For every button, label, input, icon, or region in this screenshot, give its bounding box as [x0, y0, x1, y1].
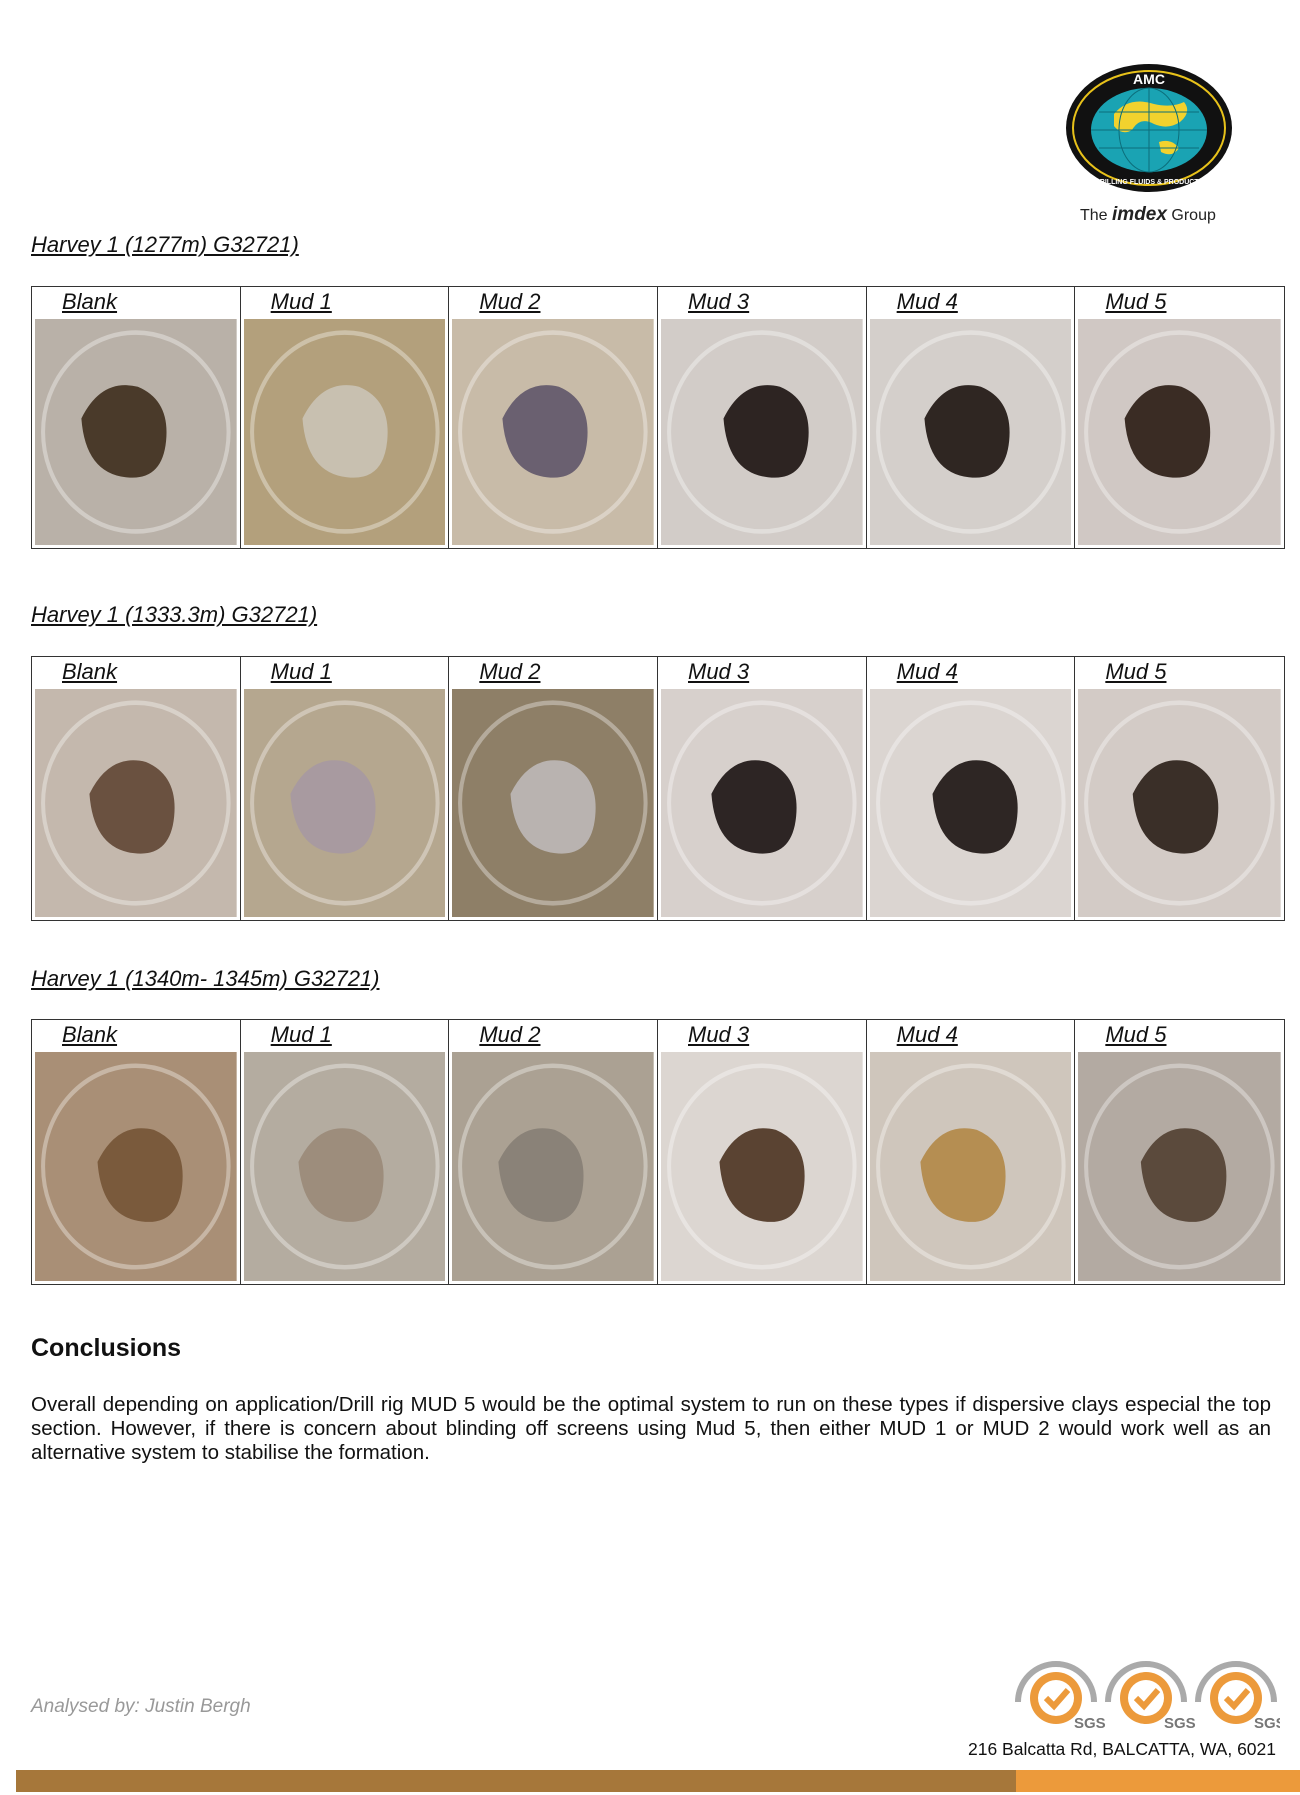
sample-photo	[1078, 1052, 1281, 1281]
sample-photo	[661, 1052, 863, 1281]
sample-label: Mud 2	[479, 1022, 541, 1047]
sample-photo	[243, 1052, 446, 1281]
sample-label: Mud 5	[1105, 1022, 1167, 1047]
sample-photo	[452, 1052, 654, 1281]
svg-text:SGS: SGS	[1164, 1715, 1196, 1732]
section-title-3: Harvey 1 (1340m- 1345m) G32721)	[31, 966, 380, 991]
sample-photo	[452, 319, 654, 545]
sample-label: Blank	[62, 1022, 118, 1047]
sample-cell: Blank	[32, 287, 241, 548]
imdex-group-tagline: The imdex Group	[1080, 204, 1216, 225]
sample-cell: Mud 2	[449, 1020, 658, 1284]
sample-cell: Mud 3	[658, 657, 867, 920]
sample-photo	[869, 689, 1072, 917]
sample-cell: Mud 4	[867, 1020, 1076, 1284]
sample-cell: Mud 1	[241, 1020, 450, 1284]
amc-logo: AMC DRILLING FLUIDS & PRODUCTS	[1064, 62, 1234, 202]
sample-cell: Mud 5	[1075, 657, 1284, 920]
sample-label: Mud 3	[688, 1022, 750, 1047]
sample-label: Mud 4	[896, 1022, 958, 1047]
sample-table-2: Blank Mud 1 Mud 2 Mud 3 Mud 4 Mud 5	[31, 656, 1285, 921]
sample-photo	[243, 319, 446, 545]
sample-label: Mud 2	[479, 659, 541, 684]
sample-photo	[35, 689, 237, 917]
address: 216 Balcatta Rd, BALCATTA, WA, 6021	[968, 1739, 1277, 1759]
sample-label: Mud 1	[270, 659, 332, 684]
sample-cell: Mud 1	[241, 657, 450, 920]
sample-label: Mud 2	[479, 289, 541, 314]
footer-bar	[16, 1770, 1016, 1792]
sample-label: Mud 3	[688, 659, 750, 684]
svg-text:SGS: SGS	[1254, 1715, 1280, 1732]
sample-label: Mud 4	[896, 659, 958, 684]
footer-bar-accent	[1016, 1770, 1300, 1792]
logo-ring-text: DRILLING FLUIDS & PRODUCTS	[1095, 179, 1204, 186]
sample-label: Mud 1	[270, 289, 332, 314]
sample-photo	[35, 1052, 237, 1281]
sample-label: Mud 5	[1105, 289, 1167, 314]
logo-text: AMC	[1133, 71, 1165, 87]
sample-cell: Mud 3	[658, 287, 867, 548]
sample-label: Mud 3	[688, 289, 750, 314]
conclusions-heading: Conclusions	[31, 1334, 182, 1362]
sample-label: Mud 1	[270, 1022, 332, 1047]
sample-table-1: Blank Mud 1 Mud 2 Mud 3 Mud 4 Mud 5	[31, 286, 1285, 549]
sample-cell: Mud 5	[1075, 1020, 1284, 1284]
sample-label: Blank	[62, 659, 118, 684]
section-title-2: Harvey 1 (1333.3m) G32721)	[31, 602, 318, 627]
sgs-certification-badges: SGS SGS SGS	[1010, 1642, 1286, 1732]
sample-label: Mud 4	[896, 289, 958, 314]
sample-cell: Blank	[32, 657, 241, 920]
svg-text:SGS: SGS	[1074, 1715, 1106, 1732]
sample-label: Mud 5	[1105, 659, 1167, 684]
sample-cell: Mud 4	[867, 657, 1076, 920]
sample-cell: Blank	[32, 1020, 241, 1284]
sample-cell: Mud 2	[449, 287, 658, 548]
sample-cell: Mud 4	[867, 287, 1076, 548]
sample-photo	[869, 319, 1072, 545]
sample-cell: Mud 2	[449, 657, 658, 920]
sample-photo	[661, 319, 863, 545]
sample-label: Blank	[62, 289, 118, 314]
sample-cell: Mud 5	[1075, 287, 1284, 548]
analysed-by: Analysed by: Justin Bergh	[31, 1696, 251, 1717]
sample-photo	[1078, 689, 1281, 917]
sample-photo	[35, 319, 237, 545]
sample-photo	[869, 1052, 1072, 1281]
section-title-1: Harvey 1 (1277m) G32721)	[31, 232, 299, 257]
sample-photo	[1078, 319, 1281, 545]
sample-cell: Mud 1	[241, 287, 450, 548]
sample-photo	[661, 689, 863, 917]
sample-table-3: Blank Mud 1 Mud 2 Mud 3 Mud 4 Mud 5	[31, 1019, 1285, 1285]
conclusions-text: Overall depending on application/Drill r…	[31, 1393, 1271, 1464]
sample-cell: Mud 3	[658, 1020, 867, 1284]
sample-photo	[452, 689, 654, 917]
sample-photo	[243, 689, 446, 917]
